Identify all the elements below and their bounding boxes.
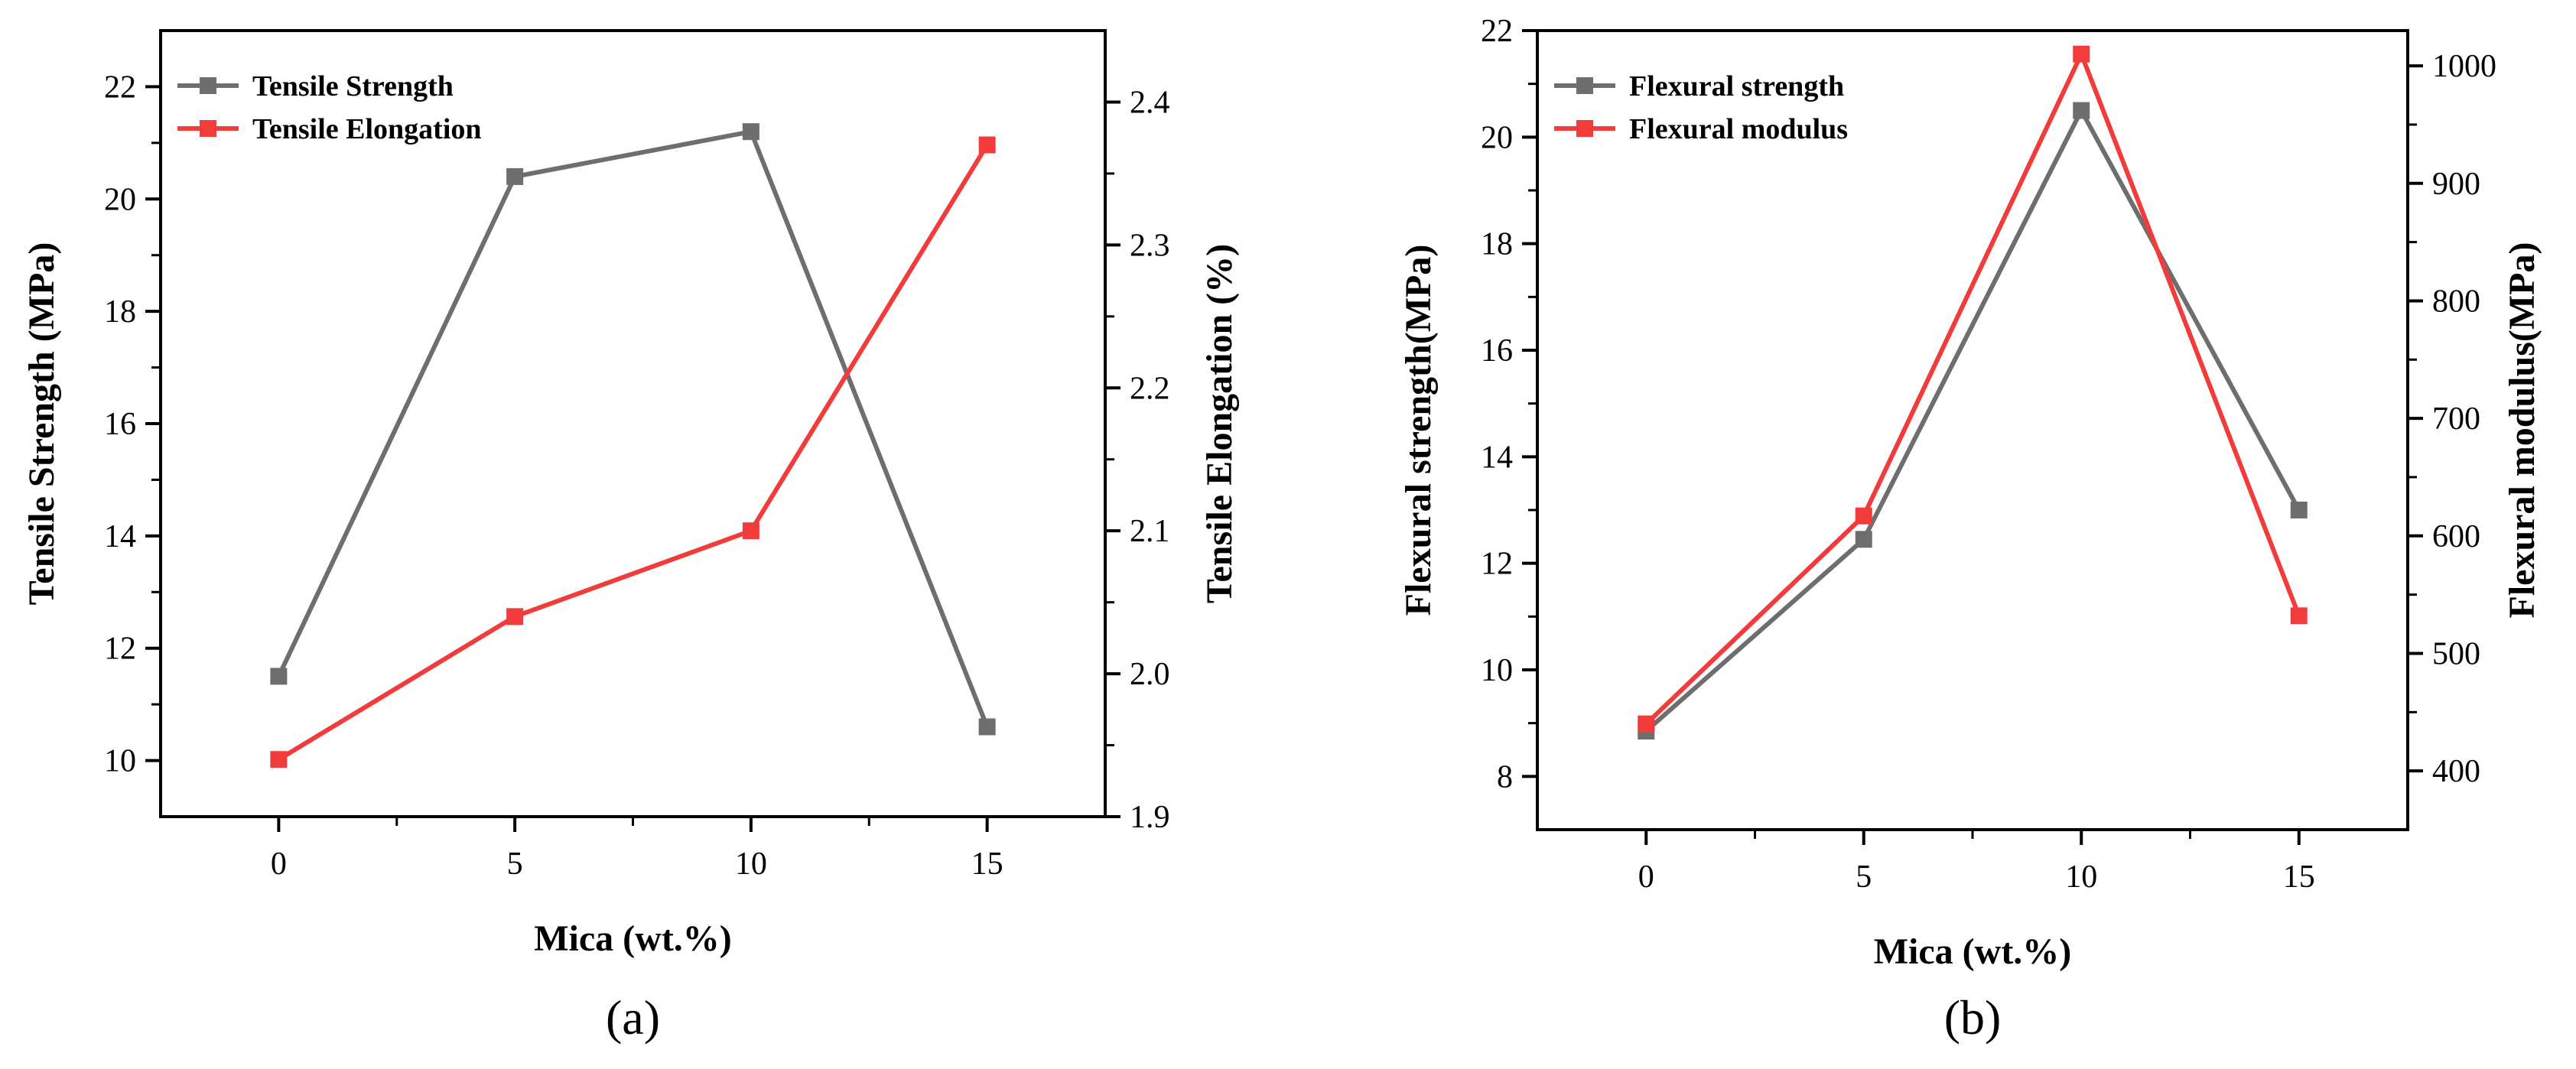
series-line-1 bbox=[276, 129, 990, 728]
y-right-tick-label: 2.1 bbox=[1130, 514, 1170, 549]
y-left-tick-label: 20 bbox=[1481, 120, 1513, 155]
x-axis-title: Mica (wt.%) bbox=[534, 918, 732, 959]
data-point-marker bbox=[506, 608, 524, 625]
y-right-tick-label: 800 bbox=[2432, 284, 2480, 319]
x-tick-label: 5 bbox=[507, 846, 523, 882]
y-left-axis-title: Tensile Strength (MPa) bbox=[21, 242, 62, 606]
x-tick-label: 0 bbox=[271, 846, 287, 882]
legend-swatch-marker bbox=[1576, 120, 1593, 137]
legend-label: Flexural modulus bbox=[1629, 113, 1848, 145]
data-point-marker bbox=[742, 123, 759, 141]
x-tick-label: 0 bbox=[1638, 859, 1654, 895]
data-point-marker bbox=[2290, 607, 2308, 625]
data-point-marker bbox=[742, 522, 759, 540]
data-point-marker bbox=[2290, 502, 2308, 518]
y-left-tick-label: 22 bbox=[1481, 14, 1513, 49]
y-left-tick-label: 22 bbox=[104, 70, 136, 105]
y-left-tick-label: 20 bbox=[104, 182, 136, 217]
y-right-tick-label: 700 bbox=[2432, 401, 2480, 437]
data-point-marker bbox=[978, 718, 996, 736]
y-right-tick-label: 2.3 bbox=[1130, 228, 1170, 263]
legend-swatch-marker bbox=[1576, 77, 1593, 94]
legend-swatch-marker bbox=[200, 120, 216, 137]
y-right-tick-label: 1000 bbox=[2432, 49, 2496, 84]
x-tick-label: 5 bbox=[1856, 859, 1872, 895]
y-right-tick-label: 2.2 bbox=[1130, 371, 1170, 406]
series-line-2 bbox=[1644, 51, 2301, 726]
data-point-marker bbox=[270, 751, 288, 768]
y-left-tick-label: 10 bbox=[104, 744, 136, 779]
x-tick-label: 10 bbox=[2065, 859, 2097, 895]
data-point-marker bbox=[2073, 45, 2090, 63]
data-point-marker bbox=[978, 136, 996, 154]
y-left-tick-label: 10 bbox=[1481, 653, 1513, 688]
series-line-1 bbox=[1644, 108, 2301, 733]
x-axis-title: Mica (wt.%) bbox=[1874, 931, 2072, 972]
legend-label: Tensile Elongation bbox=[252, 113, 482, 145]
legend-label: Flexural strength bbox=[1629, 70, 1844, 102]
data-point-marker bbox=[1855, 507, 1872, 525]
y-left-tick-label: 12 bbox=[104, 632, 136, 667]
y-right-tick-label: 500 bbox=[2432, 636, 2480, 671]
y-left-tick-label: 14 bbox=[104, 519, 136, 554]
data-point-marker bbox=[270, 668, 288, 685]
y-left-tick-label: 8 bbox=[1497, 759, 1513, 794]
y-right-tick-label: 1.9 bbox=[1130, 800, 1170, 835]
data-point-marker bbox=[2073, 102, 2090, 119]
data-point-marker bbox=[1638, 715, 1655, 733]
chart-panel-a: 0 5 10 15 10 12 14 16 18 20 22 1.9 2.0 2.1 2.2 2.3 2.4 Mi… bbox=[21, 29, 1240, 1045]
y-right-tick-label: 600 bbox=[2432, 519, 2480, 554]
legend-swatch-marker bbox=[200, 77, 216, 94]
y-right-axis-title: Flexural modulus(MPa) bbox=[2502, 242, 2542, 619]
plot-frame bbox=[159, 29, 1107, 818]
y-right-tick-label: 2.0 bbox=[1130, 657, 1170, 692]
x-tick-label: 15 bbox=[971, 846, 1003, 882]
legend-label: Tensile Strength bbox=[252, 70, 454, 102]
data-point-marker bbox=[506, 167, 524, 185]
data-point-marker bbox=[1855, 531, 1872, 548]
y-right-axis-title: Tensile Elongation (%) bbox=[1199, 244, 1240, 603]
y-left-tick-label: 18 bbox=[104, 294, 136, 330]
y-left-tick-label: 16 bbox=[1481, 333, 1513, 369]
y-left-tick-label: 18 bbox=[1481, 227, 1513, 262]
x-tick-label: 15 bbox=[2283, 859, 2315, 895]
y-left-axis-title: Flexural strength(MPa) bbox=[1398, 245, 1439, 616]
y-left-tick-label: 16 bbox=[104, 407, 136, 442]
x-tick-label: 10 bbox=[735, 846, 767, 882]
series-line-2 bbox=[277, 143, 990, 762]
y-left-tick-label: 12 bbox=[1481, 547, 1513, 582]
y-left-tick-label: 14 bbox=[1481, 440, 1513, 475]
chart-panel-b: 0 5 10 15 8 10 12 14 16 18 20 22 400 500 600 700 800 900 1… bbox=[1398, 14, 2542, 1045]
y-right-tick-label: 900 bbox=[2432, 167, 2480, 202]
y-right-tick-label: 2.4 bbox=[1130, 85, 1170, 120]
panel-label: (b) bbox=[1944, 990, 2002, 1045]
panel-label: (a) bbox=[606, 990, 660, 1045]
y-right-tick-label: 400 bbox=[2432, 754, 2480, 789]
